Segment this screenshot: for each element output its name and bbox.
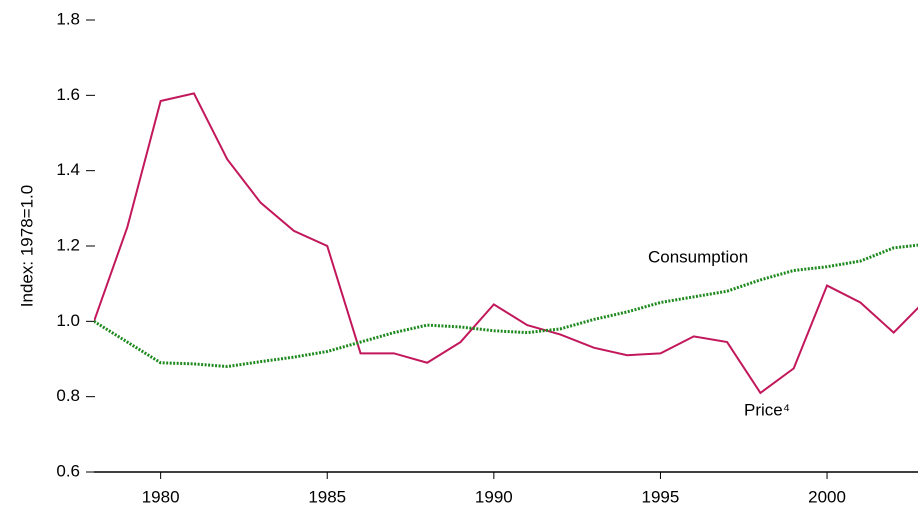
y-axis-label: Index: 1978=1.0 <box>17 185 36 307</box>
series-line <box>94 243 918 369</box>
series-label: Consumption <box>648 247 748 266</box>
x-tick-label: 1990 <box>475 487 513 506</box>
x-tick-label: 1985 <box>308 487 346 506</box>
x-tick-label: 1980 <box>142 487 180 506</box>
y-tick-label: 0.8 <box>56 386 80 405</box>
y-tick-label: 1.8 <box>56 9 80 28</box>
series-label: Price⁴ <box>744 400 790 419</box>
y-tick-label: 1.4 <box>56 160 80 179</box>
y-tick-label: 0.6 <box>56 461 80 480</box>
series-line <box>94 92 918 395</box>
y-tick-label: 1.2 <box>56 235 80 254</box>
y-tick-label: 1.6 <box>56 85 80 104</box>
x-tick-label: 1995 <box>642 487 680 506</box>
plot-area <box>94 92 918 395</box>
x-tick-label: 2000 <box>808 487 846 506</box>
y-tick-label: 1.0 <box>56 311 80 330</box>
